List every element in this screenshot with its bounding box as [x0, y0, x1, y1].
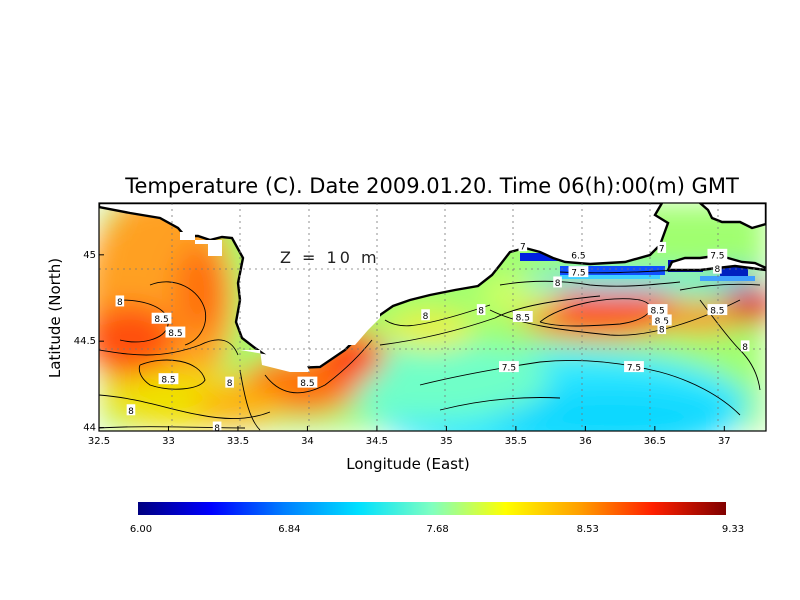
contour-label-bg: [657, 323, 667, 335]
depth-annotation: Z = 10 m: [280, 248, 380, 267]
colorbar-ticks: 6.00 6.84 7.68 8.53 9.33: [130, 524, 744, 535]
y-tick-label: 44: [83, 423, 96, 434]
contour-lines: [99, 269, 761, 431]
contour-label: 8.5: [161, 376, 175, 386]
contour-label-bg: [115, 295, 125, 307]
y-axis-label: Latitude (North): [46, 258, 64, 378]
x-axis: 32.5 33 33.5 34 34.5 35 35.5 36 36.5 37: [88, 426, 731, 447]
contour-label: 8.5: [168, 329, 182, 339]
contour-label-bg: [568, 266, 589, 278]
land-steps: [240, 350, 310, 372]
cold-patch: [560, 266, 665, 275]
contour-label: 7.5: [571, 269, 585, 279]
x-tick-label: 33: [162, 436, 175, 447]
contour-label-bg: [553, 276, 562, 288]
contour-label-bg: [568, 248, 589, 260]
contour-label-bg: [647, 304, 668, 316]
x-tick-label: 32.5: [88, 436, 110, 447]
contour-label-bg: [651, 314, 672, 326]
contour-label-bg: [476, 304, 486, 316]
contour-label-bg: [165, 326, 186, 338]
x-tick-label: 35.5: [505, 436, 527, 447]
contour-label: 7.5: [627, 364, 641, 374]
contour-label-bg: [151, 312, 172, 324]
x-tick-label: 34.5: [366, 436, 388, 447]
contour-label: 8.5: [300, 379, 314, 389]
contour-label-bg: [225, 376, 234, 388]
colorbar-tick-label: 8.53: [577, 524, 599, 535]
contour-label: 8: [659, 326, 665, 336]
contour-label: 6.5: [571, 251, 585, 261]
cold-patch: [720, 266, 748, 276]
contour-label: 8: [227, 379, 233, 389]
contour-label: 8.5: [516, 314, 530, 324]
contour-label: 7.5: [502, 364, 516, 374]
contour-label-bg: [624, 361, 644, 373]
contour-label-bg: [512, 311, 533, 322]
contour-label: 8: [714, 265, 720, 275]
contour-label: 8: [742, 343, 748, 353]
contour-label: 8.5: [655, 317, 669, 327]
contour-label-bg: [158, 373, 179, 385]
contour-label-bg: [707, 248, 728, 260]
plot-area: Z = 10 m 88.58.58.5 8888.58876.57.588.577…: [99, 203, 766, 434]
contour-label-bg: [297, 376, 318, 388]
plot-frame: [98, 202, 767, 432]
contour-label-bg: [713, 262, 722, 274]
contour-label-bg: [499, 361, 519, 373]
contour-label-bg: [707, 304, 728, 316]
contour-label: 7.5: [710, 251, 724, 261]
land-mask-east: [698, 203, 766, 230]
y-tick-label: 45: [83, 250, 96, 261]
contour-label-bg: [126, 404, 136, 416]
land-steps: [180, 232, 222, 256]
x-tick-label: 36: [579, 436, 592, 447]
contour-label-bg: [212, 421, 222, 431]
colorbar-tick-label: 6.84: [278, 524, 300, 535]
colorbar: [138, 502, 726, 515]
contour-label-bg: [657, 241, 667, 253]
x-axis-label: Longitude (East): [346, 455, 469, 473]
land-steps: [345, 312, 380, 345]
y-tick-label: 44.5: [74, 336, 96, 347]
colorbar-tick-label: 9.33: [722, 524, 744, 535]
contour-label: 8: [555, 279, 561, 289]
x-tick-label: 37: [718, 436, 731, 447]
cold-patch: [700, 276, 755, 281]
y-axis: 44 44.5 45: [74, 250, 104, 434]
contour-label-bg: [421, 309, 430, 321]
contour-label: 8.5: [154, 315, 168, 325]
contour-label: 7: [520, 243, 526, 253]
contour-label: 8.5: [650, 307, 664, 317]
contour-label-bg: [740, 340, 750, 352]
contour-label: 8: [128, 407, 134, 417]
x-tick-label: 36.5: [644, 436, 666, 447]
contour-label: 8.5: [710, 307, 724, 317]
x-tick-label: 35: [440, 436, 453, 447]
contour-label: 8: [117, 298, 123, 308]
cold-patch: [560, 275, 660, 279]
contour-label: 8: [478, 307, 484, 317]
contour-label: 8: [423, 312, 429, 322]
contour-label: 7: [659, 244, 665, 254]
contour-label-bg: [518, 240, 528, 252]
cold-patch: [520, 253, 565, 261]
x-tick-label: 34: [301, 436, 314, 447]
contour-label-layer: 88.58.58.5 8888.58876.57.588.577.588.58.5…: [115, 240, 750, 434]
chart-title: Temperature (C). Date 2009.01.20. Time 0…: [124, 174, 739, 198]
colorbar-tick-label: 7.68: [427, 524, 449, 535]
contour-label: 8: [214, 424, 220, 434]
colorbar-tick-label: 6.00: [130, 524, 152, 535]
x-tick-label: 33.5: [227, 436, 249, 447]
